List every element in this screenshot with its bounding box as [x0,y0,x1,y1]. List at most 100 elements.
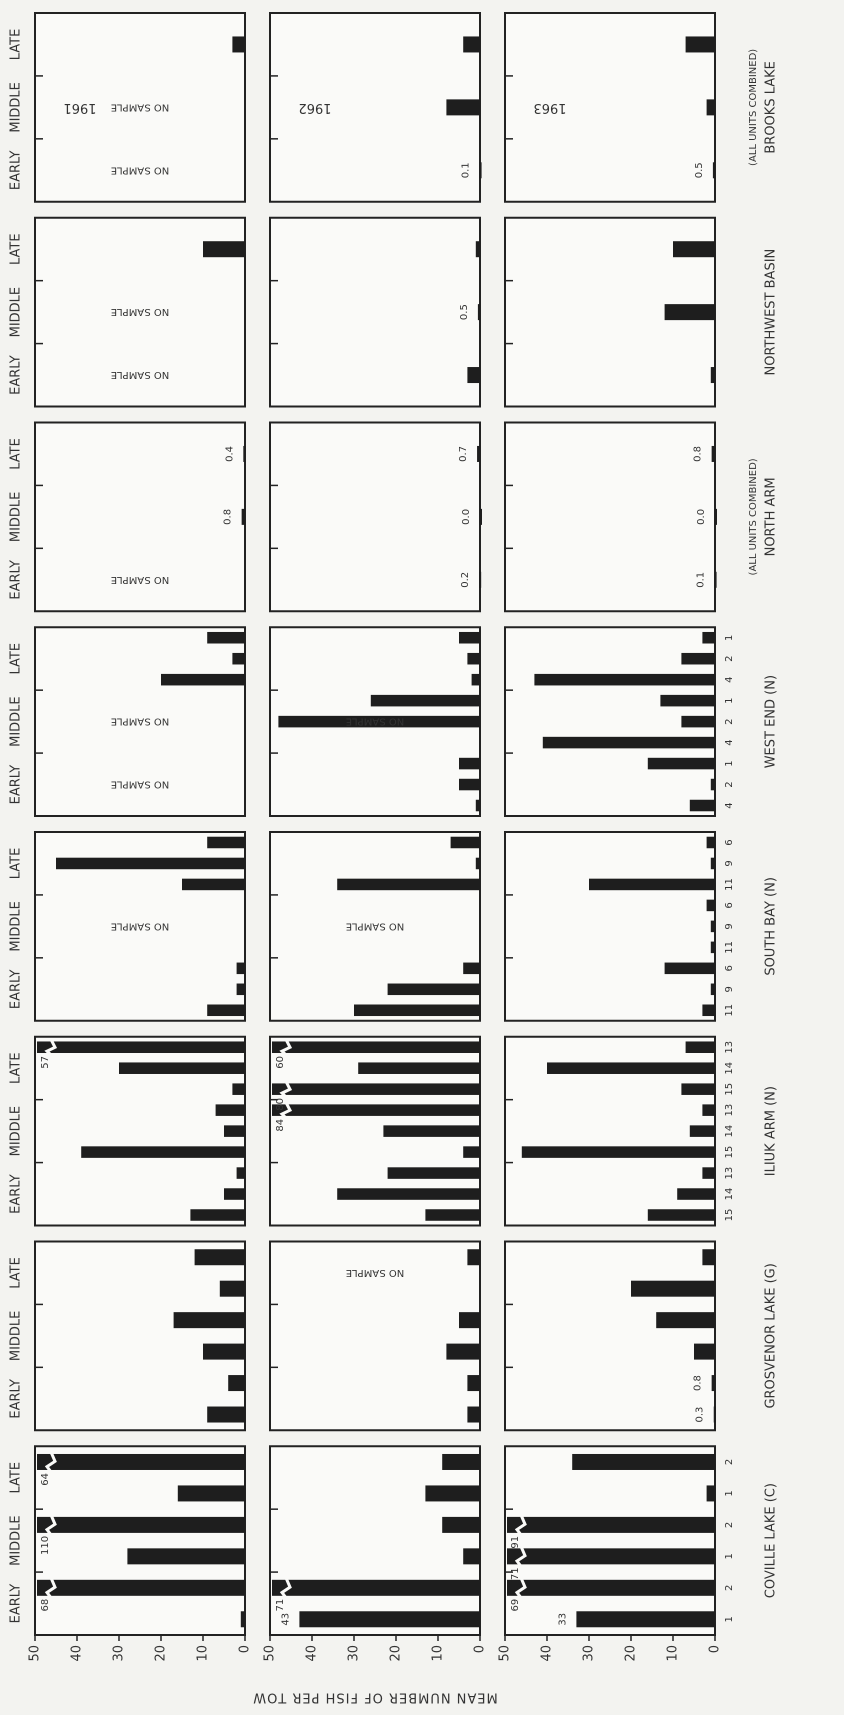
period-label: MIDDLE [9,1106,24,1157]
y-tick-label: 10 [431,1645,446,1662]
y-tick-label: 30 [112,1645,127,1662]
unit-label: 2 [724,781,735,787]
period-label: MIDDLE [9,1311,24,1362]
bar [203,1343,245,1360]
bar [467,652,480,665]
no-sample-label: NO SAMPLE [111,369,169,380]
bar [685,1041,715,1054]
bar [507,1579,715,1596]
bar [547,1062,715,1074]
bar-break [279,1080,293,1099]
period-label: MIDDLE [9,492,24,543]
unit-label: 4 [724,676,735,682]
year-label: 1963 [533,100,566,115]
bar [702,1249,716,1266]
unit-label: 15 [724,1083,735,1096]
unit-label: 14 [724,1125,735,1138]
period-label: MIDDLE [9,82,24,133]
bar [710,778,715,791]
unit-label: 4 [724,802,735,808]
period-label: LATE [9,643,24,675]
bar [685,36,715,53]
bar [647,757,715,770]
bar-break [44,1451,57,1473]
bar [224,1125,245,1137]
bar [712,162,716,179]
no-sample-label: NO SAMPLE [346,1267,404,1278]
bar [660,694,716,707]
bar [236,962,246,975]
bar [673,241,715,258]
value-label: 71 [275,1599,286,1612]
no-sample-label: NO SAMPLE [111,574,169,585]
lake-name: BROOKS LAKE [764,61,779,154]
bar-break [44,1038,58,1057]
unit-label: 1 [724,1616,735,1622]
bar [589,878,715,891]
lake-note: (ALL UNITS COMBINED) [748,49,759,166]
y-tick-label: 50 [263,1645,278,1662]
bar [236,983,246,996]
bar [702,1104,716,1116]
bar [507,1548,715,1565]
bar-break [279,1038,293,1057]
bar [442,1453,481,1470]
panel [504,1240,716,1432]
bar [370,694,480,707]
no-sample-label: NO SAMPLE [111,306,169,317]
bar [710,857,715,870]
bar [459,757,480,770]
bar [272,1083,480,1095]
bar [710,920,715,933]
bar [706,899,715,912]
bar [521,1146,715,1158]
bar-break [279,1577,292,1599]
bar [480,508,482,525]
bar [479,571,482,588]
bar [681,715,716,728]
bar [711,445,716,462]
bar [194,1249,246,1266]
bar [207,631,245,644]
bar [232,36,245,53]
bar [190,1209,245,1221]
value-label: 0.8 [223,509,234,525]
bar-break [279,1101,293,1120]
bar [715,508,717,525]
panel [269,421,481,613]
no-sample-label: NO SAMPLE [111,779,169,790]
bar [177,1485,245,1502]
bar [207,836,245,849]
bar [694,1343,715,1360]
bar [631,1280,715,1297]
bar [689,1125,715,1137]
bar [215,1104,246,1116]
value-label: 80 [275,1098,286,1111]
bar [272,1579,480,1596]
value-label: 0.3 [695,1407,706,1423]
bar [446,1343,480,1360]
bar [534,673,716,686]
bar [37,1041,245,1054]
lake-note: (ALL UNITS COMBINED) [748,458,759,575]
bar-break [44,1514,57,1536]
bar-break [514,1514,527,1536]
bar [656,1312,716,1329]
bar [710,941,715,954]
bar [710,367,715,384]
period-label: LATE [9,438,24,470]
bar [56,857,245,870]
unit-label: 2 [724,1585,735,1591]
unit-label: 6 [724,965,735,971]
bar [681,1083,716,1095]
period-label: LATE [9,29,24,61]
bar [278,715,480,728]
y-tick-label: 20 [389,1645,404,1662]
period-label: LATE [9,848,24,880]
y-tick-label: 30 [347,1645,362,1662]
bar [446,99,480,116]
unit-label: 2 [724,656,735,662]
lake-name: NORTHWEST BASIN [764,249,779,376]
bar-break [514,1577,527,1599]
y-tick-label: 40 [70,1645,85,1662]
